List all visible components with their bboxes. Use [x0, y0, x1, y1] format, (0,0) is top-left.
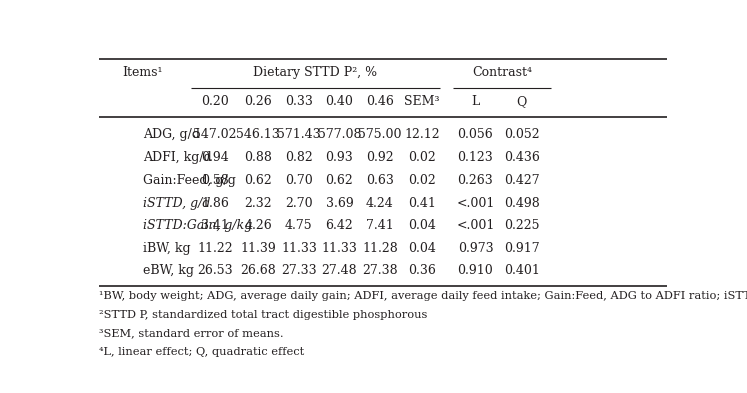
Text: 4.26: 4.26 [244, 219, 272, 232]
Text: Items¹: Items¹ [123, 66, 163, 79]
Text: 0.63: 0.63 [366, 174, 394, 187]
Text: 577.08: 577.08 [317, 129, 361, 141]
Text: iSTTD:Gain, g/kg: iSTTD:Gain, g/kg [143, 219, 252, 232]
Text: 11.39: 11.39 [241, 242, 276, 255]
Text: <.001: <.001 [456, 196, 495, 209]
Text: 11.33: 11.33 [281, 242, 317, 255]
Text: Q: Q [517, 95, 527, 108]
Text: ADFI, kg/d: ADFI, kg/d [143, 151, 211, 164]
Text: 0.056: 0.056 [458, 129, 493, 141]
Text: 0.70: 0.70 [285, 174, 313, 187]
Text: 27.33: 27.33 [281, 264, 317, 277]
Text: 0.93: 0.93 [326, 151, 353, 164]
Text: 6.42: 6.42 [326, 219, 353, 232]
Text: iBW, kg: iBW, kg [143, 242, 190, 255]
Text: 575.00: 575.00 [359, 129, 402, 141]
Text: 546.13: 546.13 [237, 129, 280, 141]
Text: 11.28: 11.28 [362, 242, 398, 255]
Text: 0.04: 0.04 [409, 242, 436, 255]
Text: 27.48: 27.48 [322, 264, 357, 277]
Text: 26.53: 26.53 [197, 264, 233, 277]
Text: 0.41: 0.41 [409, 196, 436, 209]
Text: 4.24: 4.24 [366, 196, 394, 209]
Text: ADG, g/d: ADG, g/d [143, 129, 199, 141]
Text: 4.75: 4.75 [285, 219, 313, 232]
Text: 0.427: 0.427 [504, 174, 539, 187]
Text: ⁴L, linear effect; Q, quadratic effect: ⁴L, linear effect; Q, quadratic effect [99, 347, 305, 357]
Text: 0.62: 0.62 [244, 174, 272, 187]
Text: Gain:Feed, g/g: Gain:Feed, g/g [143, 174, 235, 187]
Text: 11.22: 11.22 [197, 242, 233, 255]
Text: 0.123: 0.123 [458, 151, 493, 164]
Text: L: L [471, 95, 480, 108]
Text: 0.36: 0.36 [409, 264, 436, 277]
Text: 0.33: 0.33 [285, 95, 313, 108]
Text: iSTTD, g/d: iSTTD, g/d [143, 196, 210, 209]
Text: ³SEM, standard error of means.: ³SEM, standard error of means. [99, 328, 284, 338]
Text: 0.20: 0.20 [201, 95, 229, 108]
Text: 0.225: 0.225 [504, 219, 539, 232]
Text: ²STTD P, standardized total tract digestible phosphorous: ²STTD P, standardized total tract digest… [99, 310, 427, 320]
Text: 3.69: 3.69 [326, 196, 353, 209]
Text: 0.62: 0.62 [326, 174, 353, 187]
Text: 1.86: 1.86 [201, 196, 229, 209]
Text: 0.92: 0.92 [366, 151, 394, 164]
Text: 0.052: 0.052 [504, 129, 539, 141]
Text: 11.33: 11.33 [321, 242, 357, 255]
Text: 0.04: 0.04 [409, 219, 436, 232]
Text: 0.82: 0.82 [285, 151, 313, 164]
Text: 12.12: 12.12 [404, 129, 440, 141]
Text: 0.910: 0.910 [458, 264, 493, 277]
Text: 0.88: 0.88 [244, 151, 273, 164]
Text: 0.263: 0.263 [458, 174, 493, 187]
Text: 26.68: 26.68 [241, 264, 276, 277]
Text: 2.70: 2.70 [285, 196, 313, 209]
Text: 7.41: 7.41 [366, 219, 394, 232]
Text: Contrast⁴: Contrast⁴ [472, 66, 532, 79]
Text: Dietary STTD P², %: Dietary STTD P², % [253, 66, 377, 79]
Text: 571.43: 571.43 [277, 129, 320, 141]
Text: 0.436: 0.436 [503, 151, 540, 164]
Text: 3.41: 3.41 [201, 219, 229, 232]
Text: 0.02: 0.02 [409, 151, 436, 164]
Text: ¹BW, body weight; ADG, average daily gain; ADFI, average daily feed intake; Gain: ¹BW, body weight; ADG, average daily gai… [99, 291, 747, 301]
Text: 0.917: 0.917 [504, 242, 539, 255]
Text: 0.46: 0.46 [366, 95, 394, 108]
Text: 547.02: 547.02 [193, 129, 237, 141]
Text: 0.58: 0.58 [201, 174, 229, 187]
Text: 0.40: 0.40 [326, 95, 353, 108]
Text: SEM³: SEM³ [404, 95, 440, 108]
Text: 27.38: 27.38 [362, 264, 397, 277]
Text: <.001: <.001 [456, 219, 495, 232]
Text: 0.498: 0.498 [504, 196, 539, 209]
Text: 0.26: 0.26 [244, 95, 272, 108]
Text: 0.02: 0.02 [409, 174, 436, 187]
Text: eBW, kg: eBW, kg [143, 264, 193, 277]
Text: 2.32: 2.32 [244, 196, 272, 209]
Text: 0.401: 0.401 [503, 264, 540, 277]
Text: 0.94: 0.94 [201, 151, 229, 164]
Text: 0.973: 0.973 [458, 242, 493, 255]
